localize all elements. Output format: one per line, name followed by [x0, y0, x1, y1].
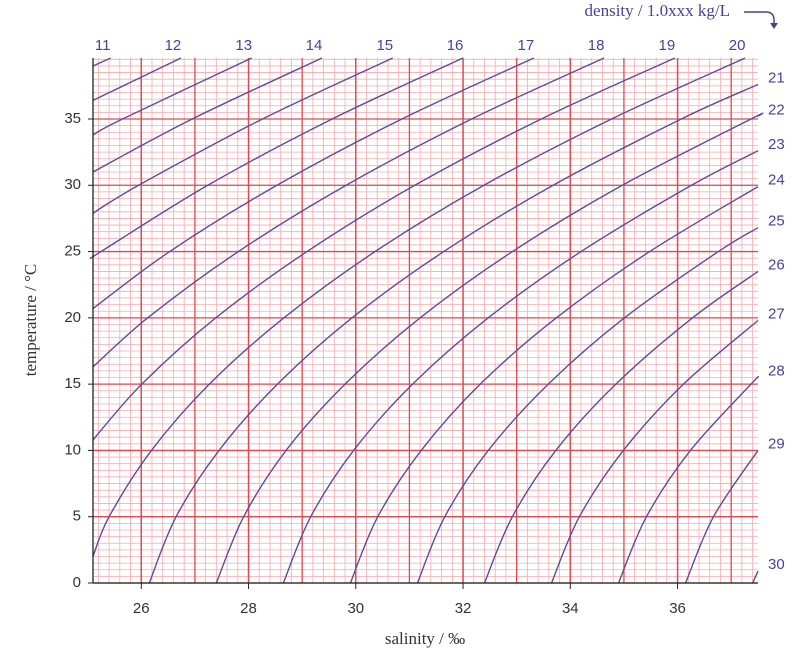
x-tick-label: 26	[133, 600, 150, 617]
contour-label: 25	[768, 213, 785, 230]
y-tick-label: 15	[64, 375, 81, 392]
density-contour	[282, 150, 759, 584]
y-tick-label: 25	[64, 243, 81, 260]
contour-label: 26	[768, 256, 785, 273]
density-contour	[751, 570, 759, 584]
density-contour	[92, 57, 605, 368]
contour-label: 20	[729, 37, 746, 54]
contour-label: 24	[768, 172, 785, 189]
density-contour	[617, 375, 760, 584]
x-axis-label: salinity / ‰	[385, 629, 465, 648]
density-contour	[349, 185, 759, 584]
x-tick-label: 34	[562, 600, 579, 617]
contour-label: 18	[588, 37, 605, 54]
y-tick-label: 5	[73, 508, 81, 525]
density-contour	[416, 227, 759, 584]
contour-label: 22	[768, 101, 785, 118]
x-tick-label: 30	[347, 600, 364, 617]
density-contour	[483, 270, 759, 584]
contour-label: 21	[768, 69, 785, 86]
density-contour	[92, 57, 111, 67]
density-contour	[92, 57, 676, 441]
density-contour	[92, 57, 323, 173]
contour-label: 16	[447, 37, 464, 54]
contour-label: 14	[306, 37, 323, 54]
x-tick-label: 32	[455, 600, 472, 617]
grid	[93, 58, 758, 584]
x-tick-label: 28	[240, 600, 257, 617]
contour-label: 15	[376, 37, 393, 54]
y-tick-label: 30	[64, 176, 81, 193]
contour-label: 29	[768, 435, 785, 452]
density-contour	[550, 319, 759, 584]
density-contour	[92, 57, 394, 214]
contour-label: 23	[768, 136, 785, 153]
density-contour	[92, 57, 746, 557]
density-contour	[89, 57, 464, 260]
x-tick-label: 36	[669, 600, 686, 617]
contour-label: 27	[768, 305, 785, 322]
density-contour	[215, 112, 764, 584]
contour-label: 17	[517, 37, 534, 54]
title-arrowhead	[770, 23, 778, 29]
density-contour	[92, 57, 253, 136]
contour-label: 12	[165, 37, 182, 54]
axes: 0 5 10 15 20 25 30 35 26 28 30 32 34 36 11 12 13 14 15 16 17…	[64, 37, 784, 617]
y-tick-label: 35	[64, 110, 81, 127]
density-contour	[684, 450, 759, 584]
contour-label: 13	[235, 37, 252, 54]
y-tick-label: 0	[73, 574, 81, 591]
y-axis-label: temperature / °C	[21, 264, 40, 377]
density-contour	[92, 57, 535, 310]
title-arrow	[744, 11, 775, 26]
y-tick-label: 10	[64, 441, 81, 458]
contour-label: 11	[95, 37, 111, 54]
chart-title: density / 1.0xxx kg/L	[585, 1, 730, 20]
contour-label: 30	[768, 556, 785, 573]
contour-label: 19	[659, 37, 676, 54]
density-contour	[148, 83, 759, 584]
density-contour	[92, 57, 182, 102]
contours	[89, 57, 764, 584]
y-tick-label: 20	[64, 309, 81, 326]
contour-label: 28	[768, 362, 785, 379]
